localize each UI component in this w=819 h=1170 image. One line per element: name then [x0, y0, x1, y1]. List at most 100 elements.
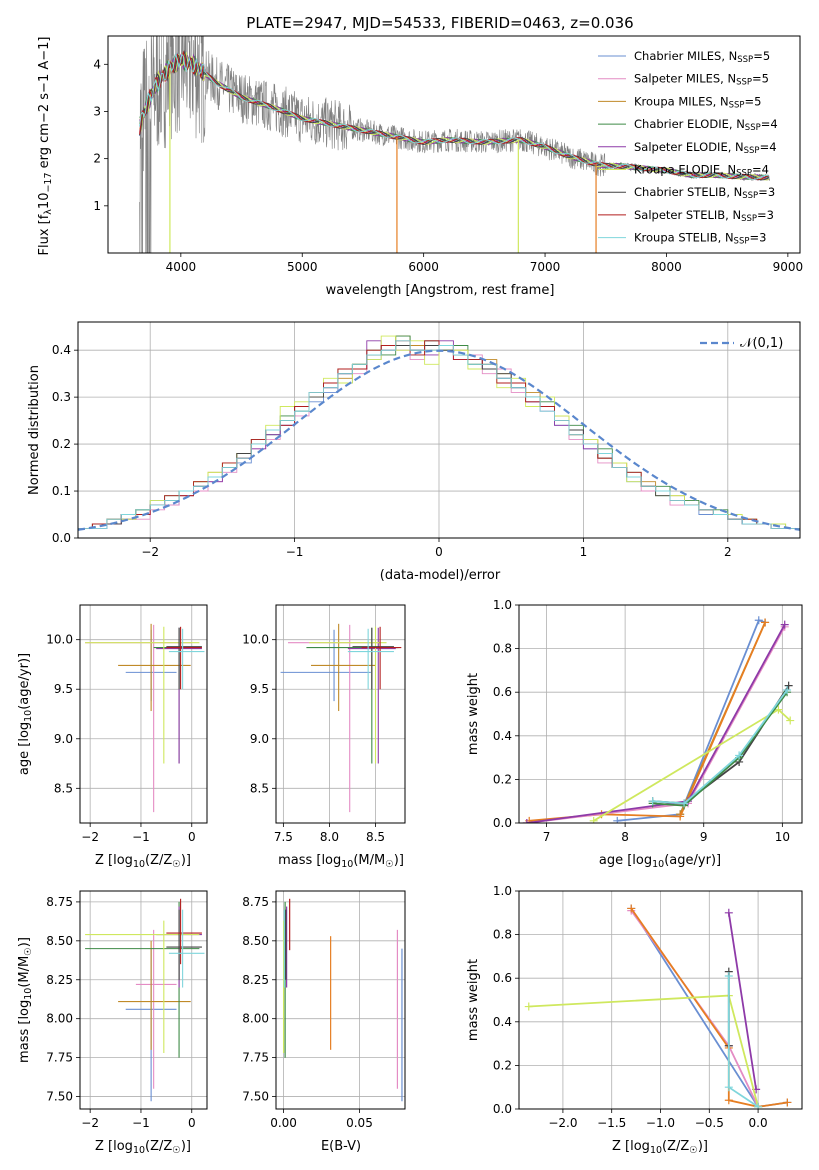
- x-tick-label: −2: [81, 1116, 99, 1130]
- weight-marker: [780, 620, 789, 629]
- legend-prefix: N: [729, 49, 738, 63]
- y-axis-label: mass weight: [466, 673, 481, 755]
- y-tick-label: 2: [93, 152, 101, 166]
- spectrum-panel-plot-area: [139, 36, 770, 253]
- y-tick-label: 0.8: [493, 928, 512, 942]
- x-axis-label-part: (Z/Z: [145, 853, 172, 868]
- y-axis-label: Normed distribution: [27, 365, 42, 495]
- weight-marker: [783, 1098, 792, 1107]
- legend-nssp: 5: [754, 94, 761, 108]
- weight-series-line: [652, 691, 788, 807]
- y-axis-label-part: ☉: [23, 947, 34, 956]
- y-tick-label: 9.5: [250, 682, 269, 696]
- x-axis-label: Z [log10(Z/Z☉)]: [95, 1139, 191, 1156]
- y-tick-label: 8.50: [46, 934, 73, 948]
- y-tick-label: 7.50: [46, 1090, 73, 1104]
- legend-sep: ,: [728, 140, 735, 154]
- mass-extinction-panel-frame: [275, 890, 406, 1110]
- weight-marker: [754, 1102, 763, 1109]
- errorbar-point: [311, 623, 376, 712]
- weight-age-panel-plot-area: [519, 605, 802, 823]
- y-tick-label: 8.50: [242, 934, 269, 948]
- x-axis-label-part: age [log: [599, 853, 652, 868]
- weight-marker: [754, 616, 763, 625]
- y-axis-label-part: s: [37, 93, 52, 104]
- x-axis-label-part: )]: [181, 1139, 191, 1154]
- x-tick-label: 0: [435, 545, 443, 559]
- legend-entry: Salpeter ELODIE, NSSP=4: [634, 140, 777, 156]
- x-tick-label: 4000: [166, 260, 197, 274]
- weight-series-line: [529, 622, 766, 822]
- x-tick-label: −1: [132, 1116, 150, 1130]
- y-axis-label-part: −1: [37, 42, 52, 61]
- legend-entry: Chabrier STELIB, NSSP=3: [634, 185, 775, 201]
- legend-name: Kroupa STELIB: [634, 231, 718, 245]
- x-axis-label-part: )]: [394, 853, 404, 868]
- y-axis-label-part: 10: [37, 193, 52, 210]
- y-tick-label: 0.0: [493, 816, 512, 830]
- legend-nssp: 3: [767, 208, 774, 222]
- legend-eq: =: [760, 140, 770, 154]
- legend-name: Salpeter STELIB: [634, 208, 725, 222]
- x-tick-label: 7: [543, 830, 551, 844]
- legend-eq: =: [744, 94, 754, 108]
- legend-prefix: N: [727, 72, 736, 86]
- legend-sub: SSP: [734, 237, 750, 247]
- y-tick-label: 3: [93, 104, 101, 118]
- age-metallicity-panel-frame: [79, 604, 208, 824]
- weight-marker: [786, 716, 795, 725]
- y-axis-label-part: −17: [43, 172, 54, 192]
- y-tick-label: 9.0: [54, 732, 73, 746]
- legend-name: Chabrier MILES: [634, 49, 721, 63]
- x-axis-label-part: ☉: [385, 859, 394, 870]
- legend-sub: SSP: [736, 78, 752, 88]
- legend-eq: =: [758, 185, 768, 199]
- x-tick-label: 0.05: [346, 1116, 373, 1130]
- legend-sep: ,: [729, 117, 736, 131]
- y-tick-label: 8.00: [46, 1012, 73, 1026]
- y-axis-label-part: mass [log: [17, 1000, 32, 1063]
- x-tick-label: 8: [621, 830, 629, 844]
- x-axis-label-part: )]: [698, 1139, 708, 1154]
- weight-marker: [784, 681, 793, 690]
- y-tick-label: 7.75: [242, 1051, 269, 1065]
- y-tick-label: 1: [93, 199, 101, 213]
- legend-name: Kroupa MILES: [634, 94, 713, 108]
- y-tick-label: 0.3: [52, 390, 71, 404]
- y-axis-label-part: λ: [43, 209, 54, 215]
- x-tick-label: 10: [775, 830, 790, 844]
- residual-panel-plot-area: [78, 322, 800, 538]
- legend-entry: 𝒩(0,1): [740, 336, 783, 351]
- legend-sep: ,: [720, 72, 727, 86]
- y-tick-label: 9.0: [250, 732, 269, 746]
- age-mass-panel: 7.5 8.0 8.5 8.5 9.0 9.5 10.0 mass [log10(M/M☉)]: [242, 604, 406, 870]
- y-tick-label: 0.4: [493, 729, 512, 743]
- x-axis-label-part: Z [log: [95, 853, 133, 868]
- x-axis-label: Z [log10(Z/Z☉)]: [95, 853, 191, 870]
- legend-eq: =: [761, 117, 771, 131]
- legend-sep: ,: [718, 231, 725, 245]
- legend-name: Kroupa ELODIE: [634, 163, 720, 177]
- x-tick-label: −1: [286, 545, 304, 559]
- y-tick-label: 10.0: [46, 633, 73, 647]
- spectrum-panel-frame: [107, 35, 801, 254]
- x-tick-label: 7000: [530, 260, 561, 274]
- legend-eq: =: [752, 163, 762, 177]
- x-tick-label: −2: [81, 830, 99, 844]
- errorbar-point: [135, 929, 177, 1089]
- legend-entry: Chabrier ELODIE, NSSP=4: [634, 117, 778, 133]
- y-axis-label-part: (M/M: [17, 956, 32, 988]
- errorbar-point: [309, 626, 387, 764]
- x-tick-label: 5000: [287, 260, 318, 274]
- weight-marker: [735, 751, 744, 760]
- mass-metallicity-panel-plot-area: [80, 891, 207, 1109]
- mass-metallicity-panel-frame: [79, 890, 208, 1110]
- spectrum-panel: 4000 5000 6000 7000 8000 9000 1 2 3 4 PLATE=2947, …: [37, 14, 803, 298]
- legend-name: Chabrier STELIB: [634, 185, 726, 199]
- x-axis-label-part: mass [log: [278, 853, 341, 868]
- x-axis-label-part: 10: [650, 1145, 662, 1156]
- y-tick-label: 0.1: [52, 484, 71, 498]
- y-axis-label: mass [log10(M/M☉)]: [17, 937, 34, 1063]
- mass-metallicity-panel: −2 −1 07.507.758.008.258.508.75Z [log10(Z/…: [17, 890, 208, 1156]
- weight-marker: [648, 797, 657, 806]
